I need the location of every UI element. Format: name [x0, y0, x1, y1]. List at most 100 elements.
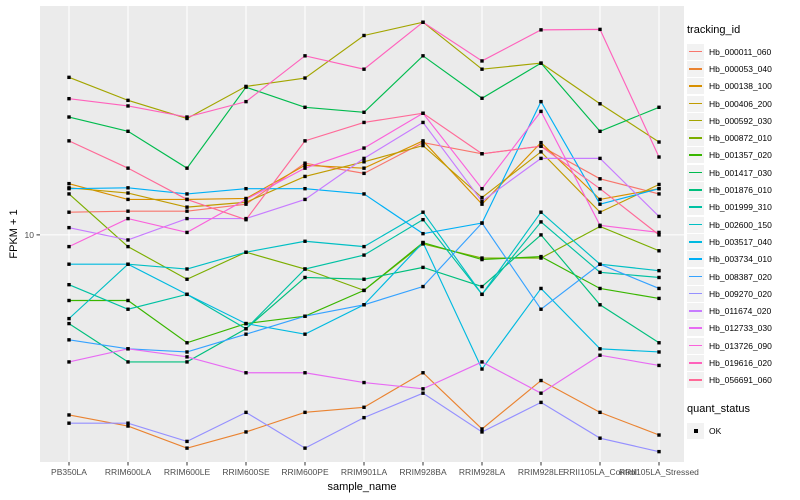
legend-line-key-icon	[687, 354, 704, 371]
legend-title-tracking-id: tracking_id	[687, 24, 741, 36]
data-point	[657, 341, 661, 345]
legend-quant-status: quant_status OK	[687, 403, 799, 439]
data-point	[598, 353, 602, 357]
data-point	[67, 421, 71, 425]
data-point	[126, 238, 130, 242]
data-point	[303, 410, 307, 415]
legend-entry: Hb_056691_060	[687, 372, 799, 389]
legend-title-quant-status: quant_status	[687, 402, 750, 415]
data-point	[362, 146, 366, 150]
data-point	[539, 109, 543, 114]
x-tick-label: PB350LA	[51, 467, 87, 477]
data-point	[657, 155, 661, 159]
data-point	[657, 286, 661, 291]
data-point	[126, 424, 130, 428]
data-point	[126, 347, 130, 351]
data-point	[598, 436, 602, 440]
data-point	[244, 202, 248, 206]
data-point	[244, 217, 248, 222]
data-point	[67, 413, 71, 417]
data-point	[362, 171, 366, 176]
legend-entry: Hb_000406_200	[687, 95, 799, 112]
data-point	[480, 367, 484, 371]
ok-point-key-icon	[687, 422, 704, 439]
data-point	[598, 102, 602, 106]
data-point	[539, 378, 543, 383]
data-point	[598, 202, 602, 206]
data-point	[362, 33, 366, 38]
data-point	[185, 355, 189, 359]
x-tick-label: RRIM600LE	[164, 467, 211, 477]
legend-entry: Hb_012733_030	[687, 320, 799, 337]
data-point	[185, 197, 189, 202]
data-point	[657, 433, 661, 437]
data-point	[421, 54, 425, 58]
data-point	[480, 257, 484, 262]
data-point	[539, 150, 543, 154]
data-point	[539, 144, 543, 148]
x-tick-label: RRIM600LA	[105, 467, 152, 477]
data-point	[480, 430, 484, 434]
legend-entry: Hb_001876_010	[687, 181, 799, 199]
data-point	[421, 139, 425, 143]
data-point	[598, 156, 602, 161]
data-point	[126, 209, 130, 213]
data-point	[598, 270, 602, 275]
data-point	[598, 262, 602, 266]
legend-entry-label: Hb_009270_020	[709, 288, 772, 299]
data-point	[67, 139, 71, 143]
data-point	[480, 202, 484, 206]
data-point	[185, 216, 189, 221]
data-point	[539, 400, 543, 405]
legend-entry-label: Hb_001417_030	[709, 167, 772, 178]
legend-line-key-icon	[687, 112, 704, 129]
data-point	[362, 244, 366, 249]
data-point	[657, 275, 661, 280]
data-point	[480, 221, 484, 225]
data-point	[67, 225, 71, 230]
data-point	[421, 391, 425, 395]
data-point	[598, 177, 602, 181]
data-point	[539, 99, 543, 104]
x-axis-title: sample_name	[327, 481, 397, 493]
data-point	[126, 197, 130, 202]
data-point	[421, 371, 425, 375]
legend-entry: Hb_008387_020	[687, 268, 799, 285]
data-point	[657, 192, 661, 196]
data-point	[421, 143, 425, 148]
data-point	[303, 267, 307, 271]
data-point	[657, 268, 661, 273]
data-point	[598, 410, 602, 415]
data-point	[303, 163, 307, 167]
legend-line-key-icon	[687, 303, 704, 320]
data-point	[244, 430, 248, 434]
legend-entry: Hb_000138_100	[687, 78, 799, 95]
data-point	[362, 415, 366, 420]
data-point	[539, 210, 543, 214]
data-point	[67, 186, 71, 191]
data-point	[67, 210, 71, 214]
x-tick-label: RRIM928LA	[459, 467, 506, 477]
legend-entry: Hb_000053_040	[687, 60, 799, 77]
legend-entry: Hb_000592_030	[687, 112, 799, 129]
data-point	[657, 230, 661, 235]
legend-entry-label: Hb_001999_310	[709, 202, 772, 213]
data-point	[244, 85, 248, 89]
data-point	[598, 347, 602, 351]
data-point	[657, 249, 661, 253]
data-point	[126, 191, 130, 195]
data-point	[362, 277, 366, 281]
data-point	[185, 205, 189, 209]
legend-entry: Hb_000872_010	[687, 129, 799, 147]
data-point	[303, 139, 307, 143]
legend-entry: Hb_003734_010	[687, 251, 799, 268]
data-point	[362, 253, 366, 257]
data-point	[244, 371, 248, 375]
data-point	[303, 161, 307, 165]
data-point	[185, 166, 189, 170]
legend-entry-label: Hb_000592_030	[709, 115, 772, 126]
data-point	[480, 292, 484, 297]
data-point	[598, 186, 602, 191]
legend-entry-label: Hb_012733_030	[709, 323, 772, 334]
